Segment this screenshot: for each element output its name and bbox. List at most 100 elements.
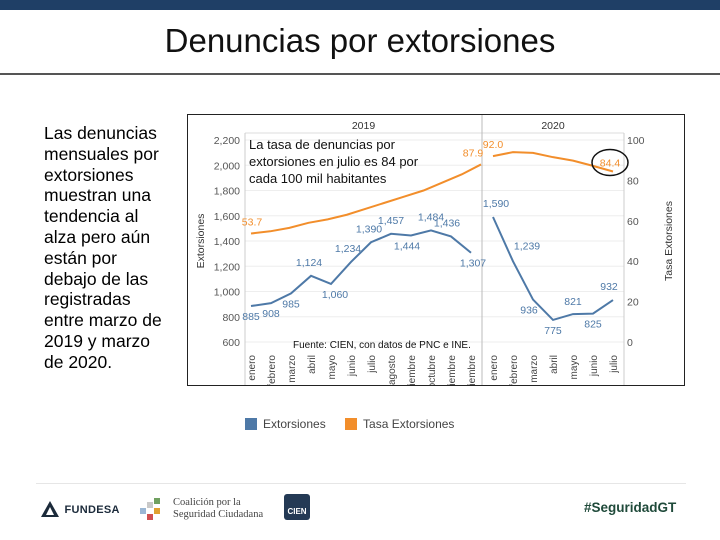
y-left-tick-label: 800 bbox=[222, 312, 240, 324]
x-month-label: febrero bbox=[267, 355, 278, 385]
y-right-tick-label: 60 bbox=[627, 216, 639, 228]
annotation-line: extorsiones en julio es 84 por bbox=[249, 154, 419, 169]
extortions-chart: 2019 20206008001,0001,2001,4001,6001,8002… bbox=[195, 115, 675, 385]
data-label-extorsiones: 775 bbox=[544, 325, 562, 337]
y-right-tick-label: 0 bbox=[627, 337, 633, 349]
data-label-extorsiones: 825 bbox=[584, 319, 602, 331]
data-label-extorsiones: 985 bbox=[282, 298, 300, 310]
y-right-tick-label: 100 bbox=[627, 135, 645, 147]
x-month-label: junio bbox=[347, 355, 358, 378]
title-divider bbox=[0, 73, 720, 75]
x-month-label: julio bbox=[609, 355, 620, 374]
x-month-label: noviembre bbox=[447, 355, 458, 385]
x-month-label: enero bbox=[489, 355, 500, 381]
x-month-label: marzo bbox=[287, 355, 298, 383]
coalicion-line: Seguridad Ciudadana bbox=[173, 509, 264, 520]
data-label-extorsiones: 1,457 bbox=[378, 215, 404, 227]
body-line: extorsiones bbox=[44, 164, 134, 185]
x-month-label: octubre bbox=[427, 355, 438, 385]
legend-swatch-tasa bbox=[345, 418, 358, 430]
source-note: Fuente: CIEN, con datos de PNC e INE. bbox=[293, 340, 471, 351]
hashtag-label: #SeguridadGT bbox=[584, 500, 677, 515]
y-left-axis-title: Extorsiones bbox=[195, 214, 207, 269]
data-label-extorsiones: 1,060 bbox=[322, 289, 348, 301]
footer-divider bbox=[36, 483, 686, 484]
chart-frame: 2019 2020 600 800 1,000 1,200 1,400 1,600 1,800 2… bbox=[187, 114, 685, 386]
data-label-extorsiones: 1,124 bbox=[296, 257, 322, 269]
body-line: alza pero aún bbox=[44, 226, 151, 247]
legend-label: Tasa Extorsiones bbox=[363, 417, 455, 431]
y-left-tick-label: 1,600 bbox=[214, 211, 240, 223]
body-line: registradas bbox=[44, 289, 131, 310]
data-label-extorsiones: 908 bbox=[262, 308, 280, 320]
x-month-label: abril bbox=[549, 355, 560, 374]
data-label-extorsiones: 1,590 bbox=[483, 198, 509, 210]
annotation-line: La tasa de denuncias por bbox=[249, 137, 396, 152]
highlight-circle bbox=[591, 148, 629, 177]
series-line-extorsiones-2020 bbox=[492, 216, 614, 322]
data-label-tasa: 87.9 bbox=[463, 147, 484, 159]
y-left-tick-label: 1,400 bbox=[214, 236, 240, 248]
body-line: entre marzo de bbox=[44, 310, 162, 331]
y-left-tick-label: 1,000 bbox=[214, 287, 240, 299]
y-left-tick-label: 2,200 bbox=[214, 135, 240, 147]
body-line: mensuales por bbox=[44, 143, 159, 164]
data-label-extorsiones: 1,444 bbox=[394, 240, 420, 252]
y-right-tick-label: 40 bbox=[627, 256, 639, 268]
data-label-extorsiones: 885 bbox=[242, 311, 260, 323]
y-right-tick-label: 20 bbox=[627, 297, 639, 309]
year-label-2019: 2019 bbox=[352, 120, 376, 132]
fundesa-mark-icon bbox=[41, 501, 59, 517]
data-label-extorsiones: 821 bbox=[564, 296, 582, 308]
data-label-tasa: 92.0 bbox=[483, 139, 504, 151]
data-label-extorsiones: 1,390 bbox=[356, 223, 382, 235]
x-month-label: marzo bbox=[529, 355, 540, 383]
x-month-label: abril bbox=[307, 355, 318, 374]
chart-legend: Extorsiones Tasa Extorsiones bbox=[245, 417, 470, 431]
y-right-tick-label: 80 bbox=[627, 175, 639, 187]
cien-label: CIEN bbox=[287, 507, 307, 516]
x-month-label: septiembre bbox=[407, 355, 418, 385]
top-accent-bar bbox=[0, 0, 720, 10]
y-left-tick-label: 1,800 bbox=[214, 186, 240, 198]
y-left-tick-label: 600 bbox=[222, 337, 240, 349]
data-label-extorsiones: 1,239 bbox=[514, 240, 540, 252]
body-line: tendencia al bbox=[44, 206, 139, 227]
series-line-extorsiones-2019 bbox=[250, 229, 472, 308]
body-line: muestran una bbox=[44, 185, 152, 206]
series-line-tasa-2019 bbox=[250, 163, 482, 235]
x-month-label: diciembre bbox=[467, 355, 478, 385]
year-label-2020: 2020 bbox=[541, 120, 565, 132]
cien-badge: CIEN bbox=[284, 494, 310, 520]
y-right-axis-title: Tasa Extorsiones bbox=[663, 201, 675, 281]
y-left-tick-label: 2,000 bbox=[214, 160, 240, 172]
cien-logo: CIEN bbox=[284, 494, 310, 520]
data-label-extorsiones: 1,234 bbox=[335, 243, 361, 255]
legend-item-tasa: Tasa Extorsiones bbox=[345, 417, 454, 431]
x-month-label: julio bbox=[367, 355, 378, 374]
legend-item-extorsiones: Extorsiones bbox=[245, 417, 326, 431]
x-month-label: enero bbox=[247, 355, 258, 381]
legend-swatch-extorsiones bbox=[245, 418, 257, 430]
slide-title: Denuncias por extorsiones bbox=[164, 22, 556, 59]
x-month-label: agosto bbox=[387, 355, 398, 385]
annotation-line: cada 100 mil habitantes bbox=[249, 171, 387, 186]
body-line: están por bbox=[44, 247, 117, 268]
data-label-extorsiones: 1,307 bbox=[460, 258, 486, 270]
coalicion-logo: Coalición por la Seguridad Ciudadana bbox=[138, 494, 263, 524]
x-month-label: mayo bbox=[327, 355, 338, 380]
x-month-label: mayo bbox=[569, 355, 580, 380]
data-label-extorsiones: 932 bbox=[600, 281, 618, 293]
x-month-label: junio bbox=[589, 355, 600, 378]
data-label-extorsiones: 936 bbox=[520, 305, 538, 317]
y-left-tick-label: 1,200 bbox=[214, 261, 240, 273]
fundesa-wordmark: FUNDESA bbox=[64, 504, 120, 517]
x-month-label: febrero bbox=[509, 355, 520, 385]
body-line: Las denuncias bbox=[44, 123, 157, 143]
coalicion-mark-icon bbox=[140, 498, 160, 520]
coalicion-line: Coalición por la bbox=[173, 497, 241, 508]
data-label-extorsiones: 1,436 bbox=[434, 217, 460, 229]
slide-body-text: Las denuncias mensuales por extorsiones … bbox=[44, 123, 179, 373]
body-line: 2019 y marzo bbox=[44, 330, 151, 351]
body-line: debajo de las bbox=[44, 268, 149, 289]
